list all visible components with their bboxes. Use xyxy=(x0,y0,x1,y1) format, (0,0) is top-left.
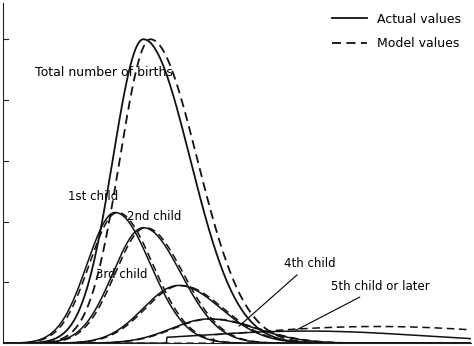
Text: 3rd child: 3rd child xyxy=(97,268,148,281)
Text: Total number of births: Total number of births xyxy=(35,66,173,79)
Text: 1st child: 1st child xyxy=(68,190,118,203)
Legend: Actual values, Model values: Actual values, Model values xyxy=(328,9,465,54)
Text: 2nd child: 2nd child xyxy=(127,210,181,223)
Text: 4th child: 4th child xyxy=(239,257,336,326)
Text: 5th child or later: 5th child or later xyxy=(296,280,429,330)
